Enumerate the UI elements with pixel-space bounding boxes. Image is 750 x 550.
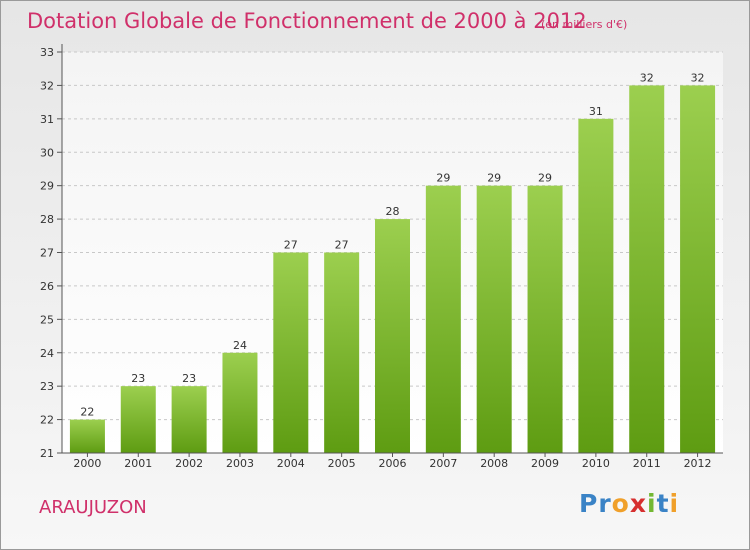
- bar: [324, 252, 360, 453]
- logo-letter: t: [656, 489, 670, 518]
- x-tick-label: 2005: [328, 457, 356, 470]
- y-tick-label: 22: [40, 414, 54, 427]
- x-tick-label: 2009: [531, 457, 559, 470]
- x-tick-label: 2000: [73, 457, 101, 470]
- chart-subtitle: (en milliers d'€): [541, 18, 628, 31]
- x-tick-label: 2012: [684, 457, 712, 470]
- bar: [680, 85, 716, 454]
- x-tick-label: 2002: [175, 457, 203, 470]
- bar: [69, 419, 105, 453]
- y-tick-label: 21: [40, 447, 54, 460]
- commune-name: ARAUJUZON: [39, 497, 147, 518]
- y-tick-label: 26: [40, 280, 54, 293]
- bar: [578, 118, 614, 453]
- x-tick-label: 2003: [226, 457, 254, 470]
- y-tick-label: 30: [40, 146, 54, 159]
- data-label: 29: [436, 172, 450, 185]
- x-tick-label: 2010: [582, 457, 610, 470]
- bar: [425, 185, 461, 453]
- data-label: 23: [131, 372, 145, 385]
- y-tick-label: 23: [40, 380, 54, 393]
- x-tick-label: 2011: [633, 457, 661, 470]
- data-label: 32: [640, 71, 654, 84]
- bar: [171, 386, 207, 453]
- proxiti-logo: Proxiti: [579, 489, 679, 518]
- x-tick-label: 2004: [277, 457, 305, 470]
- data-label: 29: [538, 172, 552, 185]
- y-tick-label: 25: [40, 313, 54, 326]
- logo-letter: i: [669, 489, 680, 518]
- logo-letter: x: [629, 489, 647, 518]
- data-label: 32: [691, 71, 705, 84]
- bar: [273, 252, 309, 453]
- data-label: 27: [335, 239, 349, 252]
- x-tick-label: 2006: [379, 457, 407, 470]
- data-label: 27: [284, 239, 298, 252]
- logo-letter: i: [647, 489, 657, 518]
- data-label: 24: [233, 339, 247, 352]
- y-tick-label: 32: [40, 79, 54, 92]
- data-label: 29: [487, 172, 501, 185]
- bar: [476, 185, 512, 453]
- bar: [527, 185, 563, 453]
- data-label: 22: [80, 406, 94, 419]
- x-tick-label: 2001: [124, 457, 152, 470]
- data-label: 28: [386, 205, 400, 218]
- data-label: 23: [182, 372, 196, 385]
- data-label: 31: [589, 105, 603, 118]
- y-tick-label: 33: [40, 46, 54, 59]
- y-tick-label: 27: [40, 247, 54, 260]
- y-tick-label: 24: [40, 347, 54, 360]
- bar: [120, 386, 156, 453]
- bar: [222, 352, 258, 453]
- bar: [375, 219, 410, 453]
- x-tick-label: 2008: [480, 457, 508, 470]
- y-tick-label: 29: [40, 180, 54, 193]
- bar: [629, 85, 665, 454]
- logo-letter: r: [598, 489, 612, 518]
- logo-letter: P: [579, 489, 599, 518]
- chart-title: Dotation Globale de Fonctionnement de 20…: [27, 9, 587, 33]
- logo-letter: o: [611, 489, 630, 518]
- y-tick-label: 28: [40, 213, 54, 226]
- y-tick-label: 31: [40, 113, 54, 126]
- x-tick-label: 2007: [429, 457, 457, 470]
